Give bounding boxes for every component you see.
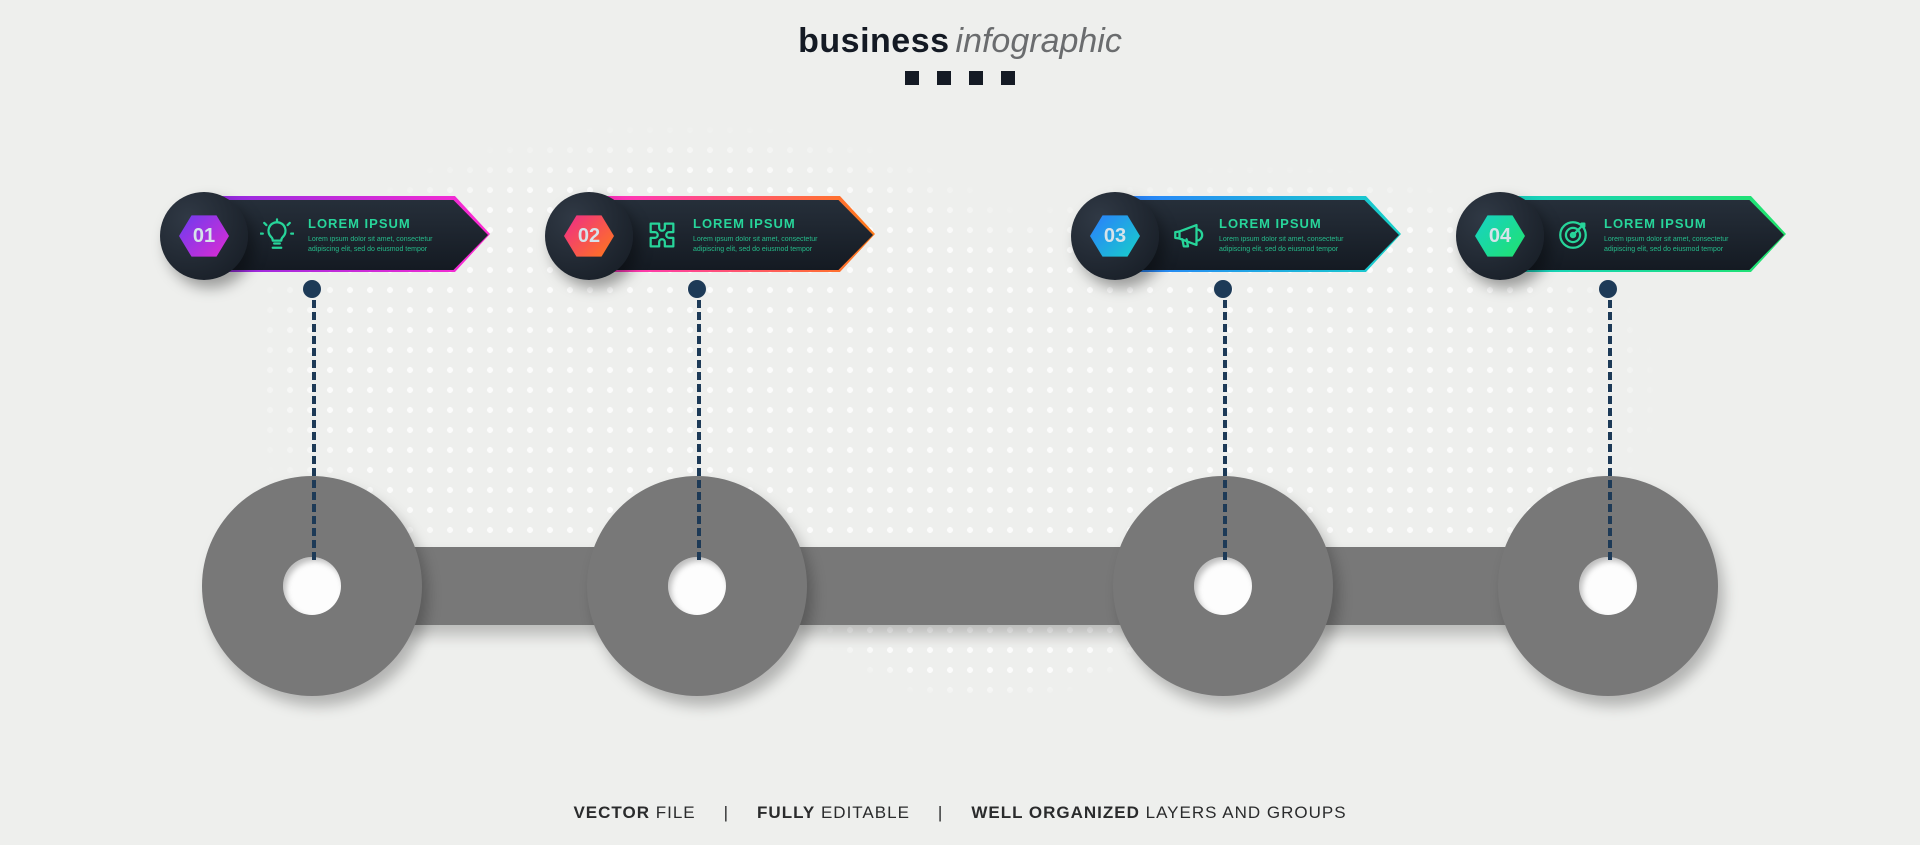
step-card-04: LOREM IPSUM Lorem ipsum dolor sit amet, c… (1456, 196, 1786, 288)
step-number: 04 (1489, 225, 1511, 248)
step-card-02: LOREM IPSUM Lorem ipsum dolor sit amet, c… (545, 196, 875, 288)
title-bold: business (798, 22, 949, 60)
footer-bold: VECTOR (573, 803, 650, 822)
step-heading: LOREM IPSUM (1219, 216, 1369, 231)
step-number: 01 (193, 225, 215, 248)
connector-line (1608, 288, 1612, 560)
footer-text: EDITABLE (815, 803, 910, 822)
page-title: businessinfographic (0, 22, 1920, 85)
footer-bold: FULLY (757, 803, 815, 822)
step-card-01: LOREM IPSUM Lorem ipsum dolor sit amet, c… (160, 196, 490, 288)
connector-line (1223, 288, 1227, 560)
step-heading: LOREM IPSUM (308, 216, 458, 231)
step-badge: 04 (1456, 192, 1544, 280)
step-heading: LOREM IPSUM (1604, 216, 1754, 231)
step-heading: LOREM IPSUM (693, 216, 843, 231)
step-card-03: LOREM IPSUM Lorem ipsum dolor sit amet, c… (1071, 196, 1401, 288)
footer-text: LAYERS AND GROUPS (1140, 803, 1347, 822)
dotted-map-decor (260, 80, 1660, 730)
target-icon (1556, 218, 1590, 252)
megaphone-icon (1171, 218, 1205, 252)
step-body: Lorem ipsum dolor sit amet, consectetur … (1219, 235, 1369, 254)
bulb-icon (260, 218, 294, 252)
footer-text: FILE (650, 803, 696, 822)
connector-line (312, 288, 316, 560)
footer-bold: WELL ORGANIZED (971, 803, 1140, 822)
step-badge: 03 (1071, 192, 1159, 280)
step-body: Lorem ipsum dolor sit amet, consectetur … (1604, 235, 1754, 254)
step-number: 03 (1104, 225, 1126, 248)
title-squares (0, 71, 1920, 85)
step-body: Lorem ipsum dolor sit amet, consectetur … (693, 235, 843, 254)
step-badge: 01 (160, 192, 248, 280)
title-light: infographic (956, 22, 1122, 60)
connector-line (697, 288, 701, 560)
step-number: 02 (578, 225, 600, 248)
puzzle-icon (645, 218, 679, 252)
step-badge: 02 (545, 192, 633, 280)
step-body: Lorem ipsum dolor sit amet, consectetur … (308, 235, 458, 254)
footer-caption: VECTOR FILE|FULLY EDITABLE|WELL ORGANIZE… (0, 803, 1920, 823)
